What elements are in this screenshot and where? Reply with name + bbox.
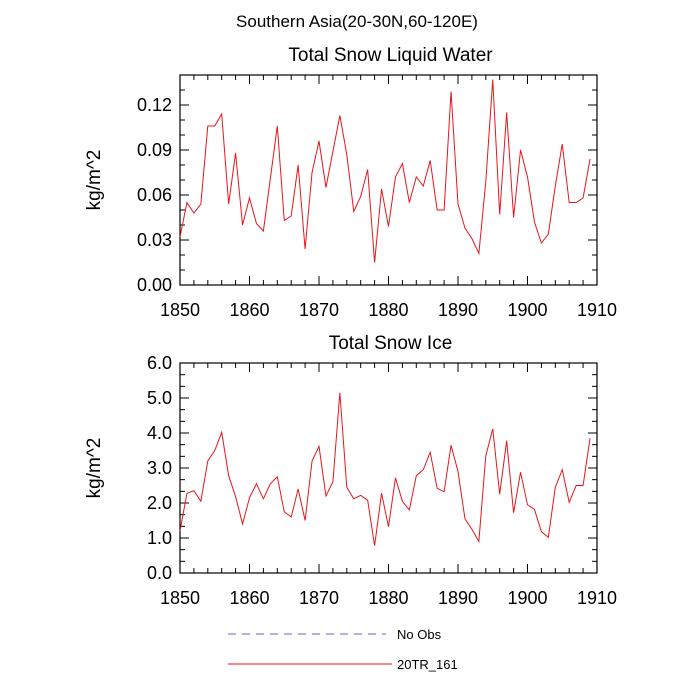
x-tick-label: 1850: [160, 300, 200, 320]
x-tick-label: 1910: [577, 300, 617, 320]
y-tick-label: 0.0: [147, 563, 172, 583]
panel-title: Total Snow Ice: [329, 333, 453, 354]
y-axis-label: kg/m^2: [84, 438, 105, 499]
figure-title: Southern Asia(20-30N,60-120E): [236, 12, 478, 31]
x-tick-label: 1860: [229, 300, 269, 320]
liquid-water-panel: Total Snow Liquid Water kg/m^2 1850 1860 187…: [84, 45, 617, 320]
x-tick-label: 1870: [299, 300, 339, 320]
y-tick-label: 6.0: [147, 353, 172, 373]
panel-title: Total Snow Liquid Water: [288, 45, 493, 66]
x-tick-label: 1900: [507, 300, 547, 320]
series-line-20tr-161: [179, 79, 591, 263]
x-tick-label: 1900: [507, 588, 547, 608]
x-tick-label: 1850: [160, 588, 200, 608]
legend-no-obs-label: No Obs: [397, 627, 442, 642]
y-tick-label: 0.12: [137, 95, 172, 115]
y-tick-label: 5.0: [147, 388, 172, 408]
y-tick-label: 3.0: [147, 458, 172, 478]
y-tick-label: 0.00: [137, 275, 172, 295]
y-tick-label: 4.0: [147, 423, 172, 443]
y-tick-label: 0.03: [137, 230, 172, 250]
x-tick-label: 1870: [299, 588, 339, 608]
series-line-20tr-161: [179, 392, 591, 546]
plot-frame: [179, 74, 598, 286]
y-tick-label: 2.0: [147, 493, 172, 513]
snow-ice-panel: Total Snow Ice kg/m^2 1850 1860 1870 1880 1890…: [84, 333, 617, 608]
legend-20tr-161-label: 20TR_161: [397, 657, 458, 672]
x-tick-label: 1890: [438, 588, 478, 608]
legend: No Obs 20TR_161: [228, 627, 458, 672]
x-tick-label: 1860: [229, 588, 269, 608]
y-tick-label: 0.06: [137, 185, 172, 205]
y-axis-label: kg/m^2: [84, 150, 105, 211]
x-tick-label: 1910: [577, 588, 617, 608]
x-tick-label: 1880: [368, 300, 408, 320]
x-tick-label: 1880: [368, 588, 408, 608]
x-tick-label: 1890: [438, 300, 478, 320]
y-tick-label: 1.0: [147, 528, 172, 548]
y-tick-label: 0.09: [137, 140, 172, 160]
plot-frame: [179, 362, 598, 574]
